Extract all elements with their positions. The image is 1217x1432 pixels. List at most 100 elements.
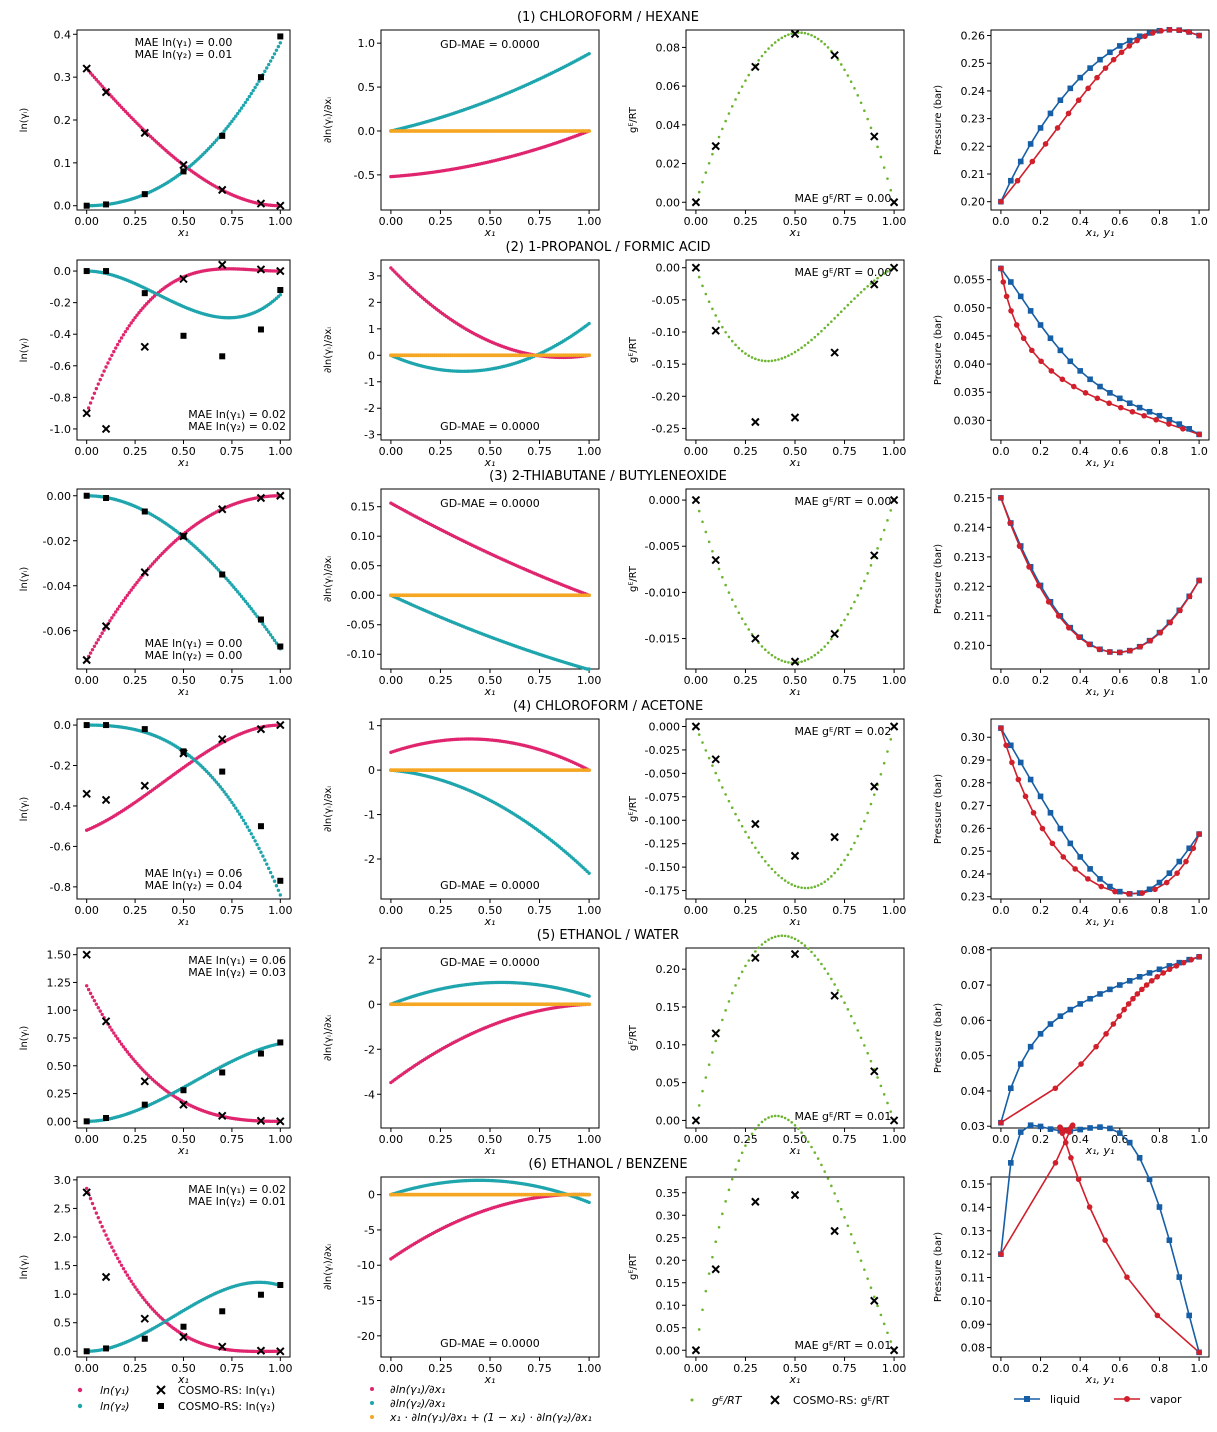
- y-tick-label: 1.0: [54, 1288, 72, 1301]
- liquid-marker: [1077, 1001, 1083, 1007]
- cosmo-ln-gamma2-marker: [83, 492, 90, 499]
- cosmo-ln-gamma1-marker: [140, 781, 149, 790]
- ge-point: [823, 42, 827, 46]
- cosmo-ln-gamma1-marker: [140, 568, 149, 577]
- ge-point: [747, 73, 751, 77]
- x-tick-label: 1.00: [577, 904, 602, 917]
- y-tick-label: 0.215: [954, 492, 986, 505]
- x-tick-label: 0.4: [1071, 445, 1089, 458]
- liquid-marker: [1037, 793, 1044, 800]
- ge-point: [820, 1163, 823, 1167]
- ln-gamma1-point: [86, 406, 91, 410]
- vapor-marker: [1150, 30, 1156, 36]
- subplot-dln-6: -20-15-10-500.00 0.25 0.50 0.75 1.00x₁∂ln(γᵢ…: [323, 1176, 601, 1386]
- ge-point: [724, 1200, 727, 1203]
- vapor-marker: [1129, 408, 1136, 415]
- ln-gamma2-point: [220, 787, 224, 791]
- ge-point: [757, 851, 760, 854]
- cosmo-ln-gamma2-marker: [219, 132, 226, 139]
- vapor-marker: [1127, 647, 1133, 654]
- y-tick-label: -0.015: [645, 633, 680, 646]
- ln-gamma2-point: [245, 97, 250, 102]
- ge-point: [697, 509, 701, 513]
- ge-point: [701, 520, 704, 524]
- y-tick-label: -1: [364, 809, 375, 822]
- ln-gamma1-point: [90, 1201, 95, 1206]
- cosmo-ln-gamma2-marker: [257, 823, 264, 830]
- x-tick-label: 0.6: [1111, 445, 1129, 458]
- vapor-marker: [1049, 840, 1056, 847]
- ln-gamma1-point: [104, 1233, 108, 1237]
- ln-gamma2-point: [274, 48, 279, 52]
- ge-point: [763, 859, 767, 863]
- y-tick-label: -0.075: [645, 791, 680, 804]
- x-tick-label: 1.0: [1190, 1133, 1208, 1146]
- ge-point: [823, 880, 827, 884]
- cosmo-ge-marker: [790, 413, 800, 422]
- x-tick-label: 0.75: [220, 1133, 245, 1146]
- ln-gamma2-point: [230, 800, 234, 805]
- y-tick-label: -0.2: [50, 297, 71, 310]
- ge-point: [849, 300, 853, 304]
- y-tick-label: 0.25: [656, 1232, 681, 1245]
- ge-point: [724, 119, 727, 123]
- ln-gamma2-point: [251, 88, 255, 93]
- cosmo-ln-gamma2-marker: [277, 877, 284, 884]
- liquid-marker: [1077, 368, 1083, 374]
- legend-area: ln(γ₁) ln(γ₂) COSMO-RS: ln(γ₁) COSMO-RS: ln…: [77, 1383, 1182, 1424]
- x-axis-label: x₁: [177, 1144, 189, 1157]
- cosmo-ge-marker: [830, 629, 839, 639]
- ge-point: [711, 1051, 714, 1054]
- ln-gamma2-point: [278, 293, 283, 297]
- ge-point: [704, 530, 708, 534]
- vapor-marker: [1007, 520, 1013, 526]
- ln-gamma2-point: [249, 832, 253, 836]
- ge-point: [856, 834, 860, 838]
- vapor-marker: [1048, 368, 1055, 374]
- y-tick-label: 0.25: [961, 57, 986, 70]
- liquid-marker: [1146, 408, 1153, 415]
- x-tick-label: 0.50: [171, 215, 196, 228]
- vapor-marker: [1038, 358, 1044, 365]
- ln-gamma1-point: [88, 991, 93, 996]
- liquid-marker: [1186, 1312, 1192, 1319]
- cosmo-ln-gamma1-marker: [256, 493, 266, 503]
- ln-gamma2-point: [251, 609, 255, 613]
- liquid-marker: [1136, 33, 1143, 40]
- axes-frame: [990, 29, 1210, 211]
- vapor-marker: [998, 198, 1004, 205]
- ge-point: [714, 1240, 718, 1244]
- cosmo-ln-gamma2-marker: [257, 616, 264, 623]
- cosmo-ge-marker: [691, 722, 701, 731]
- ln-gamma2-point: [268, 633, 273, 637]
- ln-gamma2-point: [210, 776, 215, 780]
- vapor-marker: [1030, 809, 1037, 816]
- x-tick-label: 1.00: [577, 445, 602, 458]
- y-tick-label: 0.15: [961, 1178, 986, 1191]
- vapor-marker: [1036, 582, 1042, 589]
- ge-point: [777, 1114, 780, 1118]
- ge-point: [704, 1076, 708, 1079]
- y-tick-label: -0.05: [652, 294, 680, 307]
- ge-point: [793, 350, 797, 354]
- x-tick-label: 1.0: [1190, 674, 1208, 687]
- ln-gamma1-point: [100, 373, 104, 377]
- cosmo-ge-marker: [889, 1116, 899, 1125]
- cosmo-ge-marker: [870, 551, 879, 560]
- x-axis-label: x₁, y₁: [1085, 685, 1115, 698]
- subplot-p-4: 0.23 0.24 0.25 0.26 0.27 0.28 0.29 0.30 0.0 0.2 0.…: [933, 718, 1210, 928]
- x-tick-label: 0.75: [220, 674, 245, 687]
- x-tick-label: 0.75: [527, 904, 552, 917]
- x-tick-label: 0.75: [220, 1362, 245, 1375]
- ln-gamma2-point: [230, 583, 234, 587]
- subplot-ln-6: 0.00.51.01.52.02.53.00.00 0.25 0.50 0.75 1.0…: [19, 1174, 293, 1386]
- ge-point: [823, 967, 827, 970]
- ge-point: [730, 991, 734, 995]
- cosmo-ge-marker: [889, 1346, 899, 1355]
- vapor-marker: [1059, 1130, 1066, 1136]
- liquid-marker: [1037, 322, 1044, 328]
- ge-point: [754, 950, 757, 953]
- y-tick-label: 0.09: [961, 1318, 986, 1331]
- ln-gamma1-point: [96, 80, 101, 84]
